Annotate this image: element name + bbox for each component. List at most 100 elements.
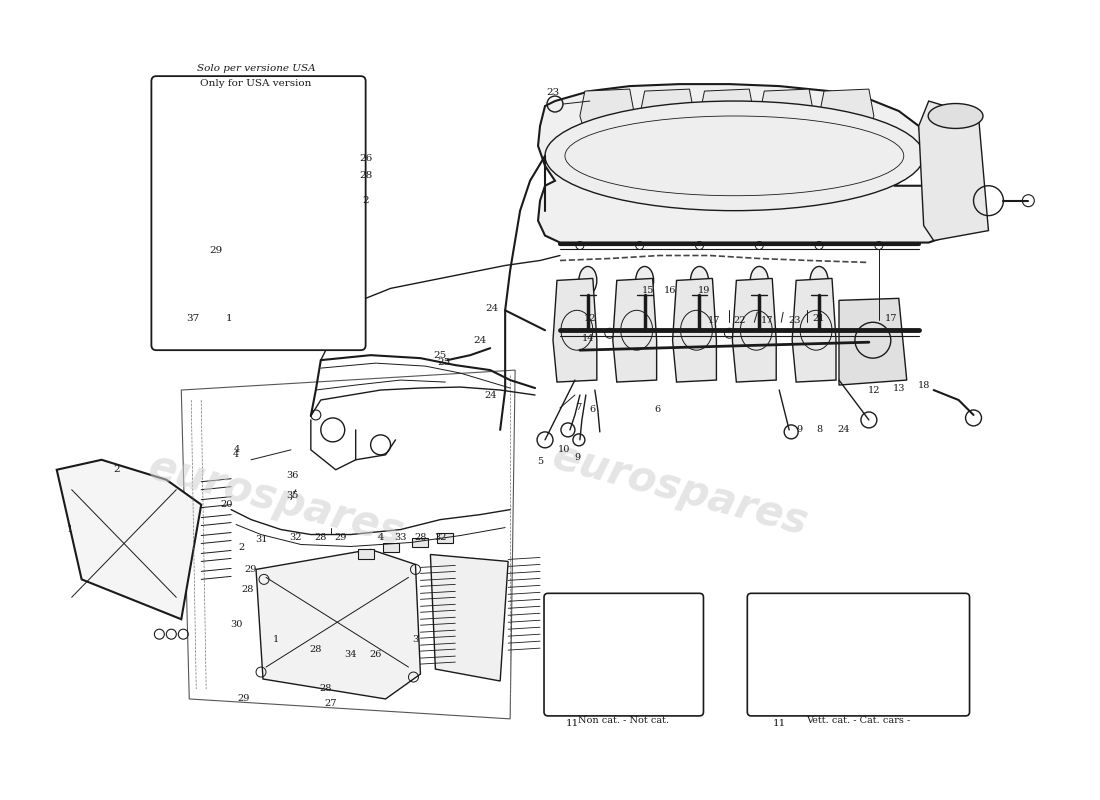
FancyBboxPatch shape	[544, 594, 704, 716]
Polygon shape	[186, 131, 306, 300]
Text: 35: 35	[287, 491, 299, 500]
Ellipse shape	[579, 266, 597, 294]
Polygon shape	[839, 298, 906, 385]
Ellipse shape	[544, 101, 924, 210]
Polygon shape	[820, 89, 873, 133]
Text: eurospares: eurospares	[143, 446, 408, 554]
Text: 15: 15	[641, 286, 653, 295]
Text: Vett. cat. - Cat. cars -: Vett. cat. - Cat. cars -	[806, 716, 910, 726]
Polygon shape	[613, 278, 657, 382]
Bar	[358, 550, 374, 559]
Polygon shape	[256, 550, 420, 699]
Polygon shape	[430, 554, 508, 681]
Text: 9: 9	[796, 426, 802, 434]
Polygon shape	[640, 89, 694, 133]
Polygon shape	[57, 460, 201, 619]
Ellipse shape	[636, 266, 653, 294]
Text: 29: 29	[209, 246, 223, 255]
Text: 17: 17	[708, 316, 720, 325]
Text: 30: 30	[230, 620, 242, 629]
Ellipse shape	[691, 266, 708, 294]
Polygon shape	[779, 624, 861, 687]
Polygon shape	[538, 84, 964, 242]
Text: 25: 25	[433, 350, 447, 360]
Text: 4: 4	[377, 533, 384, 542]
Text: Solo per versione USA: Solo per versione USA	[197, 64, 316, 73]
Text: 20: 20	[220, 500, 232, 509]
Bar	[438, 533, 453, 542]
Text: 17: 17	[761, 316, 773, 325]
Text: 1: 1	[226, 314, 232, 322]
Text: 28: 28	[315, 533, 327, 542]
Text: 8: 8	[816, 426, 822, 434]
Text: 26: 26	[370, 650, 382, 658]
Polygon shape	[792, 278, 836, 382]
Text: eurospares: eurospares	[547, 435, 812, 544]
Text: 3: 3	[412, 634, 419, 644]
Text: 11: 11	[565, 719, 579, 728]
Ellipse shape	[810, 266, 828, 294]
Ellipse shape	[750, 266, 768, 294]
Polygon shape	[580, 89, 635, 133]
Bar	[383, 542, 398, 553]
Bar	[412, 538, 428, 547]
Text: 6: 6	[590, 406, 596, 414]
Text: Non cat. - Not cat.: Non cat. - Not cat.	[579, 716, 669, 726]
Text: 25: 25	[438, 358, 451, 366]
Text: 5: 5	[537, 458, 543, 466]
Polygon shape	[700, 89, 755, 133]
Text: 28: 28	[359, 171, 372, 180]
FancyBboxPatch shape	[747, 594, 969, 716]
Polygon shape	[759, 89, 814, 133]
Text: 29: 29	[334, 533, 346, 542]
Text: 2: 2	[362, 196, 369, 205]
Text: 31: 31	[255, 535, 267, 544]
Text: 1: 1	[66, 525, 73, 534]
Text: 32: 32	[434, 533, 447, 542]
Text: 27: 27	[324, 699, 337, 709]
Text: 2: 2	[238, 543, 244, 552]
Text: 21: 21	[813, 314, 825, 322]
Ellipse shape	[928, 103, 983, 129]
Text: 17: 17	[884, 314, 898, 322]
Text: 23: 23	[547, 87, 560, 97]
Text: 1: 1	[273, 634, 279, 644]
Text: 36: 36	[287, 471, 299, 480]
Text: 33: 33	[394, 533, 407, 542]
Text: 37: 37	[187, 314, 200, 322]
Text: 9: 9	[575, 454, 581, 462]
Text: 28: 28	[309, 645, 322, 654]
Text: 24: 24	[485, 304, 498, 313]
Polygon shape	[553, 278, 597, 382]
Text: 32: 32	[289, 533, 302, 542]
Text: 28: 28	[320, 685, 332, 694]
Text: 4: 4	[233, 450, 239, 459]
Text: 28: 28	[242, 585, 254, 594]
Text: 26: 26	[359, 154, 372, 163]
Text: 16: 16	[663, 286, 675, 295]
Text: 2: 2	[113, 466, 120, 474]
Polygon shape	[918, 101, 989, 241]
Text: 4: 4	[234, 446, 240, 454]
Polygon shape	[733, 278, 777, 382]
Text: 12: 12	[584, 314, 596, 322]
Text: 24: 24	[838, 426, 850, 434]
Text: 23: 23	[788, 316, 801, 325]
Text: 13: 13	[892, 383, 905, 393]
Text: Only for USA version: Only for USA version	[200, 78, 311, 88]
Text: 34: 34	[344, 650, 356, 658]
Text: 19: 19	[698, 286, 711, 295]
Text: 22: 22	[733, 316, 746, 325]
Text: 18: 18	[917, 381, 930, 390]
Text: 29: 29	[236, 694, 250, 703]
Text: 24: 24	[484, 390, 496, 399]
Text: 28: 28	[415, 533, 427, 542]
Text: 11: 11	[772, 719, 785, 728]
Text: 10: 10	[558, 446, 570, 454]
Text: 7: 7	[575, 403, 581, 413]
Text: 29: 29	[245, 565, 257, 574]
Polygon shape	[672, 278, 716, 382]
Text: 12: 12	[868, 386, 880, 394]
Text: 14: 14	[582, 334, 594, 342]
Ellipse shape	[565, 637, 601, 677]
